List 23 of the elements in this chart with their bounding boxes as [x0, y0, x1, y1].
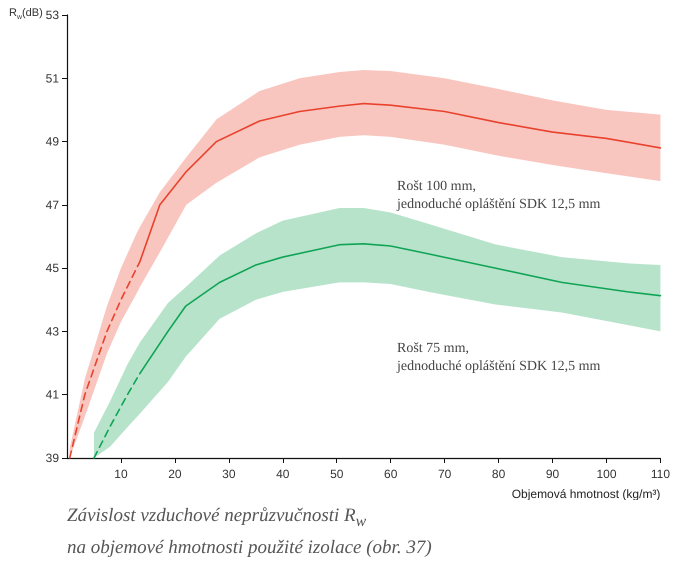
- x-tick-label: 90: [546, 467, 560, 481]
- y-tick-label: 51: [46, 71, 60, 86]
- x-tick-label: 110: [650, 467, 670, 481]
- y-tick-label: 53: [46, 8, 60, 22]
- text: Závislost vzduchové neprůzvučnosti R$_{w}$ na objemové hmotnosti použité izolace (obr. 37): [67, 504, 432, 560]
- x-tick-label: 30: [222, 467, 236, 481]
- y-tick-label: 39: [46, 451, 60, 465]
- y-tick-label: 41: [46, 388, 60, 402]
- y-tick-label: 47: [46, 198, 60, 212]
- x-tick-label: 10: [114, 467, 128, 481]
- x-tick-label: 40: [276, 467, 290, 481]
- x-tick-label: 80: [492, 467, 506, 481]
- y-axis-title: R$_{w}$(dB): [9, 7, 43, 22]
- x-tick-label: 100: [596, 467, 617, 481]
- x-tick-label: 60: [384, 467, 398, 481]
- x-tick-label: 70: [438, 467, 452, 481]
- x-tick-label: 20: [168, 467, 182, 481]
- x-tick-label: 50: [330, 467, 344, 481]
- y-tick-label: 43: [46, 324, 60, 338]
- annotation: Rošt 75 mm, jednoduché opláštění SDK 12,5 mm: [397, 340, 600, 376]
- y-tick-label: 45: [46, 261, 60, 276]
- y-tick-label: 49: [46, 134, 60, 149]
- annotation: Rošt 100 mm, jednoduché opláštění SDK 12,5 mm: [397, 178, 600, 214]
